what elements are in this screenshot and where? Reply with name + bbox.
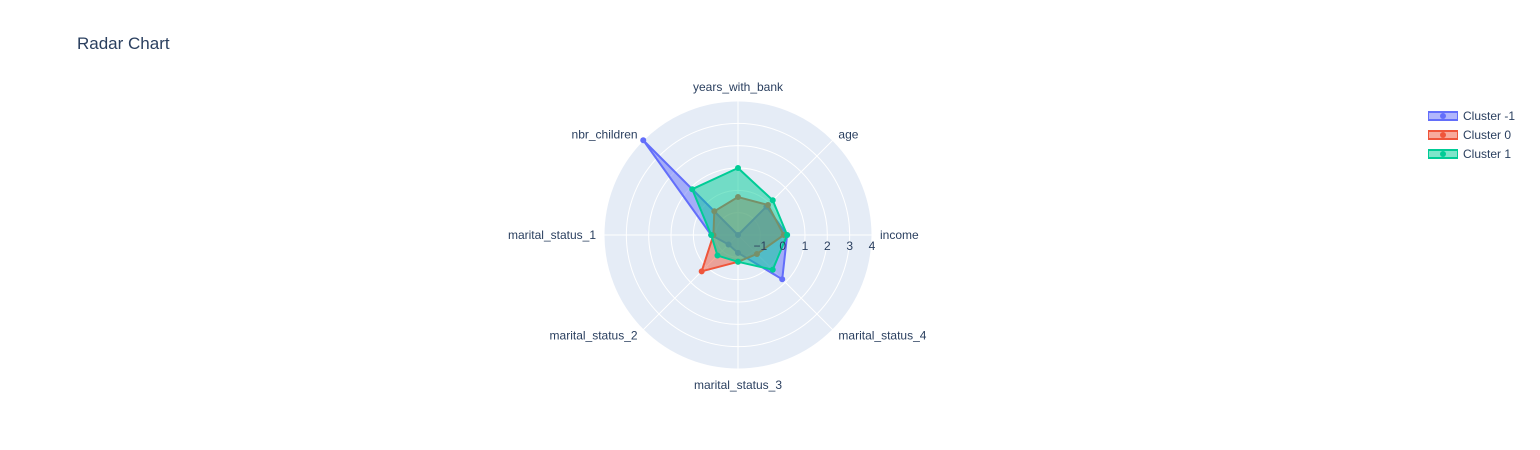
axis-label-marital_status_2: marital_status_2: [550, 328, 638, 342]
legend-label-0: Cluster -1: [1463, 108, 1516, 123]
legend-swatch-0: [1428, 110, 1458, 121]
legend-swatch-marker-2: [1440, 150, 1446, 157]
series-2: [689, 165, 791, 273]
data-point-0-nbr_children: [640, 137, 647, 144]
axis-labels: income age years_with_bank nbr_childrenmari…: [508, 80, 927, 392]
legend-swatch-marker-0: [1440, 112, 1446, 119]
axis-label-years_with_bank: years_with_bank: [693, 80, 784, 94]
data-point-2-marital_status_4: [769, 266, 776, 273]
data-point-2-marital_status_1: [708, 232, 715, 238]
data-point-2-nbr_children: [689, 186, 696, 193]
series-layer: [640, 137, 791, 283]
legend-item-0[interactable]: Cluster -1: [1428, 106, 1515, 125]
axis-label-income: income: [880, 228, 919, 242]
legend-label-1: Cluster 0: [1463, 127, 1512, 142]
data-point-1-marital_status_2: [698, 268, 705, 275]
data-point-2-age: [769, 197, 776, 204]
radial-ticks: −1 0 1 2 3 4: [753, 239, 875, 253]
legend-swatch-1: [1428, 129, 1458, 140]
legend: Cluster -1 Cluster 0 Cluster 1: [1428, 106, 1515, 163]
axis-label-nbr_children: nbr_children: [572, 128, 638, 142]
tick-label-0: −1: [753, 239, 767, 253]
legend-item-1[interactable]: Cluster 0: [1428, 125, 1515, 144]
tick-label-2: 1: [802, 239, 809, 253]
legend-item-2[interactable]: Cluster 1: [1428, 144, 1515, 163]
data-point-2-marital_status_3: [735, 258, 741, 265]
legend-swatch-marker-1: [1440, 131, 1446, 138]
tick-label-3: 2: [824, 239, 831, 253]
tick-label-1: 0: [779, 239, 786, 253]
data-point-2-marital_status_2: [714, 252, 721, 259]
data-point-2-years_with_bank: [735, 165, 741, 171]
tick-label-4: 3: [846, 239, 853, 253]
data-point-2-income: [784, 232, 791, 238]
chart-title: Radar Chart: [77, 34, 170, 53]
data-point-0-marital_status_4: [779, 276, 786, 283]
axis-label-age: age: [838, 128, 858, 142]
legend-label-2: Cluster 1: [1463, 146, 1512, 161]
legend-swatch-2: [1428, 148, 1458, 159]
axis-label-marital_status_4: marital_status_4: [838, 328, 926, 342]
tick-label-5: 4: [869, 239, 876, 253]
axis-label-marital_status_1: marital_status_1: [508, 228, 596, 242]
axis-label-marital_status_3: marital_status_3: [694, 378, 782, 392]
